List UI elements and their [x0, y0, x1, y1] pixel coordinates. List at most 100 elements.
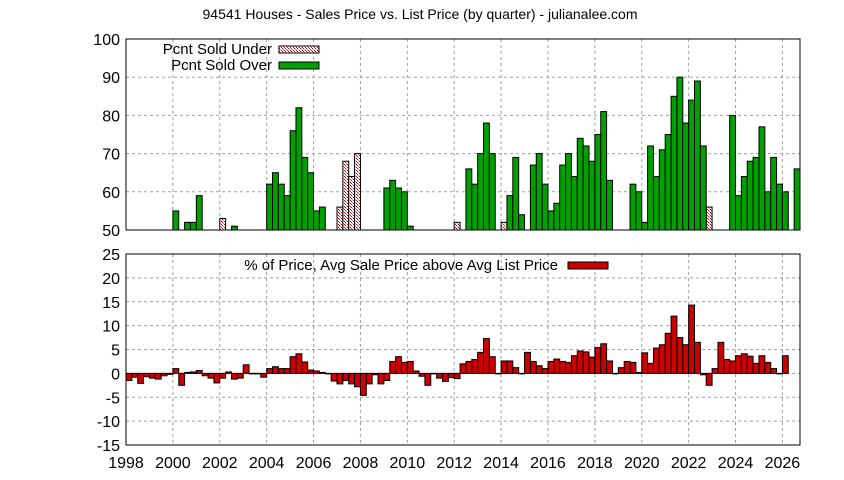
bar-pct-above-list — [201, 372, 209, 377]
bar-pct-above-list — [611, 372, 619, 375]
y-tick-label: 80 — [102, 108, 120, 125]
bar-sold-over — [582, 145, 590, 231]
bar-pct-above-list — [670, 315, 678, 374]
bar-sold-over — [189, 221, 197, 231]
top-legend: Pcnt Sold Under Pcnt Sold Over — [163, 41, 320, 74]
y-tick-label: 20 — [102, 271, 120, 288]
bar-pct-above-list — [184, 371, 191, 374]
bar-pct-above-list — [213, 372, 221, 384]
bar-sold-over — [277, 183, 285, 231]
bar-sold-under — [348, 176, 356, 231]
bar-pct-above-list — [776, 372, 783, 375]
x-tick-label: 2004 — [249, 455, 285, 472]
bar-pct-above-list — [412, 370, 420, 374]
top-plot-border — [125, 38, 801, 231]
bar-sold-under — [453, 221, 461, 231]
legend-swatch-pct — [567, 261, 609, 270]
bar-pct-above-list — [272, 366, 279, 374]
bar-pct-above-list — [154, 372, 162, 380]
bar-pct-above-list — [735, 355, 742, 374]
bar-sold-over — [746, 160, 754, 231]
bar-pct-above-list — [354, 372, 361, 388]
x-tick-label: 2010 — [390, 455, 426, 472]
bar-sold-over — [488, 153, 496, 231]
bar-pct-above-list — [377, 372, 385, 385]
bar-pct-above-list — [752, 362, 760, 374]
bar-pct-above-list — [629, 361, 637, 374]
bar-sold-over — [781, 191, 789, 231]
bar-pct-above-list — [694, 341, 701, 374]
bar-pct-above-list — [395, 356, 402, 374]
bar-pct-above-list — [453, 372, 461, 380]
bar-pct-above-list — [688, 304, 696, 374]
y-tick-label: -5 — [106, 390, 120, 407]
bar-sold-over — [699, 145, 707, 231]
bar-pct-above-list — [313, 370, 320, 374]
bar-sold-over — [641, 221, 649, 231]
x-tick-label: 2022 — [671, 455, 707, 472]
bar-sold-under — [354, 153, 361, 231]
bar-pct-above-list — [758, 355, 766, 374]
bar-sold-over — [483, 122, 490, 231]
x-tick-label: 2002 — [202, 455, 238, 472]
y-tick-label: 5 — [111, 343, 120, 360]
bar-pct-above-list — [324, 372, 332, 375]
bar-pct-above-list — [236, 372, 244, 379]
bar-sold-over — [506, 195, 514, 231]
bar-pct-above-list — [717, 341, 725, 374]
bar-pct-above-list — [565, 361, 572, 374]
bar-pct-above-list — [143, 372, 150, 378]
x-axis: 1998 2000 2002 2004 2006 2008 2010 2012 2014 2016… — [108, 455, 800, 472]
x-tick-label: 2012 — [436, 455, 472, 472]
bar-pct-above-list — [723, 359, 731, 374]
bar-pct-above-list — [125, 372, 133, 382]
bar-sold-over — [230, 225, 238, 231]
bar-pct-above-list — [647, 362, 654, 374]
bar-pct-above-list — [617, 367, 625, 374]
bar-pct-above-list — [658, 344, 666, 374]
top-plot: 50 60 70 80 90 100 Pcnt Sold Under Pcnt Sold … — [93, 32, 801, 240]
bar-pct-above-list — [535, 365, 543, 374]
bar-pct-above-list — [524, 351, 531, 374]
bar-pct-above-list — [488, 356, 496, 374]
bar-pct-above-list — [699, 372, 707, 376]
bar-pct-above-list — [471, 359, 479, 374]
legend-swatch-under — [278, 45, 320, 54]
bar-pct-above-list — [711, 368, 719, 374]
bar-pct-above-list — [172, 368, 180, 374]
x-tick-label: 2008 — [343, 455, 379, 472]
y-tick-label: 100 — [93, 32, 120, 49]
bar-pct-above-list — [359, 372, 367, 396]
y-tick-label: -15 — [97, 438, 120, 455]
bar-pct-above-list — [746, 355, 754, 374]
y-tick-label: 50 — [102, 223, 120, 240]
bar-pct-above-list — [383, 372, 391, 382]
bar-sold-over — [606, 179, 613, 231]
bar-sold-over — [758, 126, 766, 231]
bar-pct-above-list — [729, 360, 737, 374]
x-tick-label: 2026 — [765, 455, 801, 472]
x-tick-label: 2024 — [718, 455, 754, 472]
bar-pct-above-list — [242, 364, 250, 374]
top-y-axis: 50 60 70 80 90 100 — [93, 32, 120, 240]
bar-pct-above-list — [307, 369, 315, 374]
bar-pct-above-list — [447, 372, 455, 379]
bar-pct-above-list — [365, 372, 373, 385]
bar-sold-over — [553, 202, 561, 231]
bar-sold-over — [647, 145, 654, 231]
bar-pct-above-list — [477, 351, 485, 374]
bar-pct-above-list — [635, 371, 643, 374]
bar-sold-over — [664, 134, 672, 231]
bar-pct-above-list — [682, 344, 690, 374]
bar-pct-above-list — [283, 368, 291, 374]
y-tick-label: 60 — [102, 185, 120, 202]
bottom-plot-border — [125, 253, 801, 446]
bar-pct-above-list — [348, 372, 356, 385]
bar-sold-over — [289, 130, 297, 231]
bar-pct-above-list — [178, 372, 186, 386]
x-tick-label: 1998 — [108, 455, 144, 472]
bar-sold-over — [400, 191, 408, 231]
bar-sold-over — [688, 99, 696, 231]
bar-sold-under — [705, 206, 713, 231]
bar-pct-above-list — [541, 368, 549, 374]
